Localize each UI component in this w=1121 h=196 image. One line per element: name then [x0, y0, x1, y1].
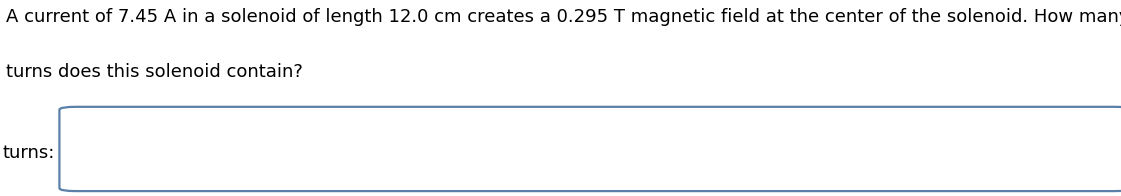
Text: turns:: turns: [2, 144, 55, 162]
Text: turns does this solenoid contain?: turns does this solenoid contain? [6, 63, 303, 81]
FancyBboxPatch shape [59, 107, 1121, 191]
Text: A current of 7.45 A in a solenoid of length 12.0 cm creates a 0.295 T magnetic f: A current of 7.45 A in a solenoid of len… [6, 8, 1121, 26]
